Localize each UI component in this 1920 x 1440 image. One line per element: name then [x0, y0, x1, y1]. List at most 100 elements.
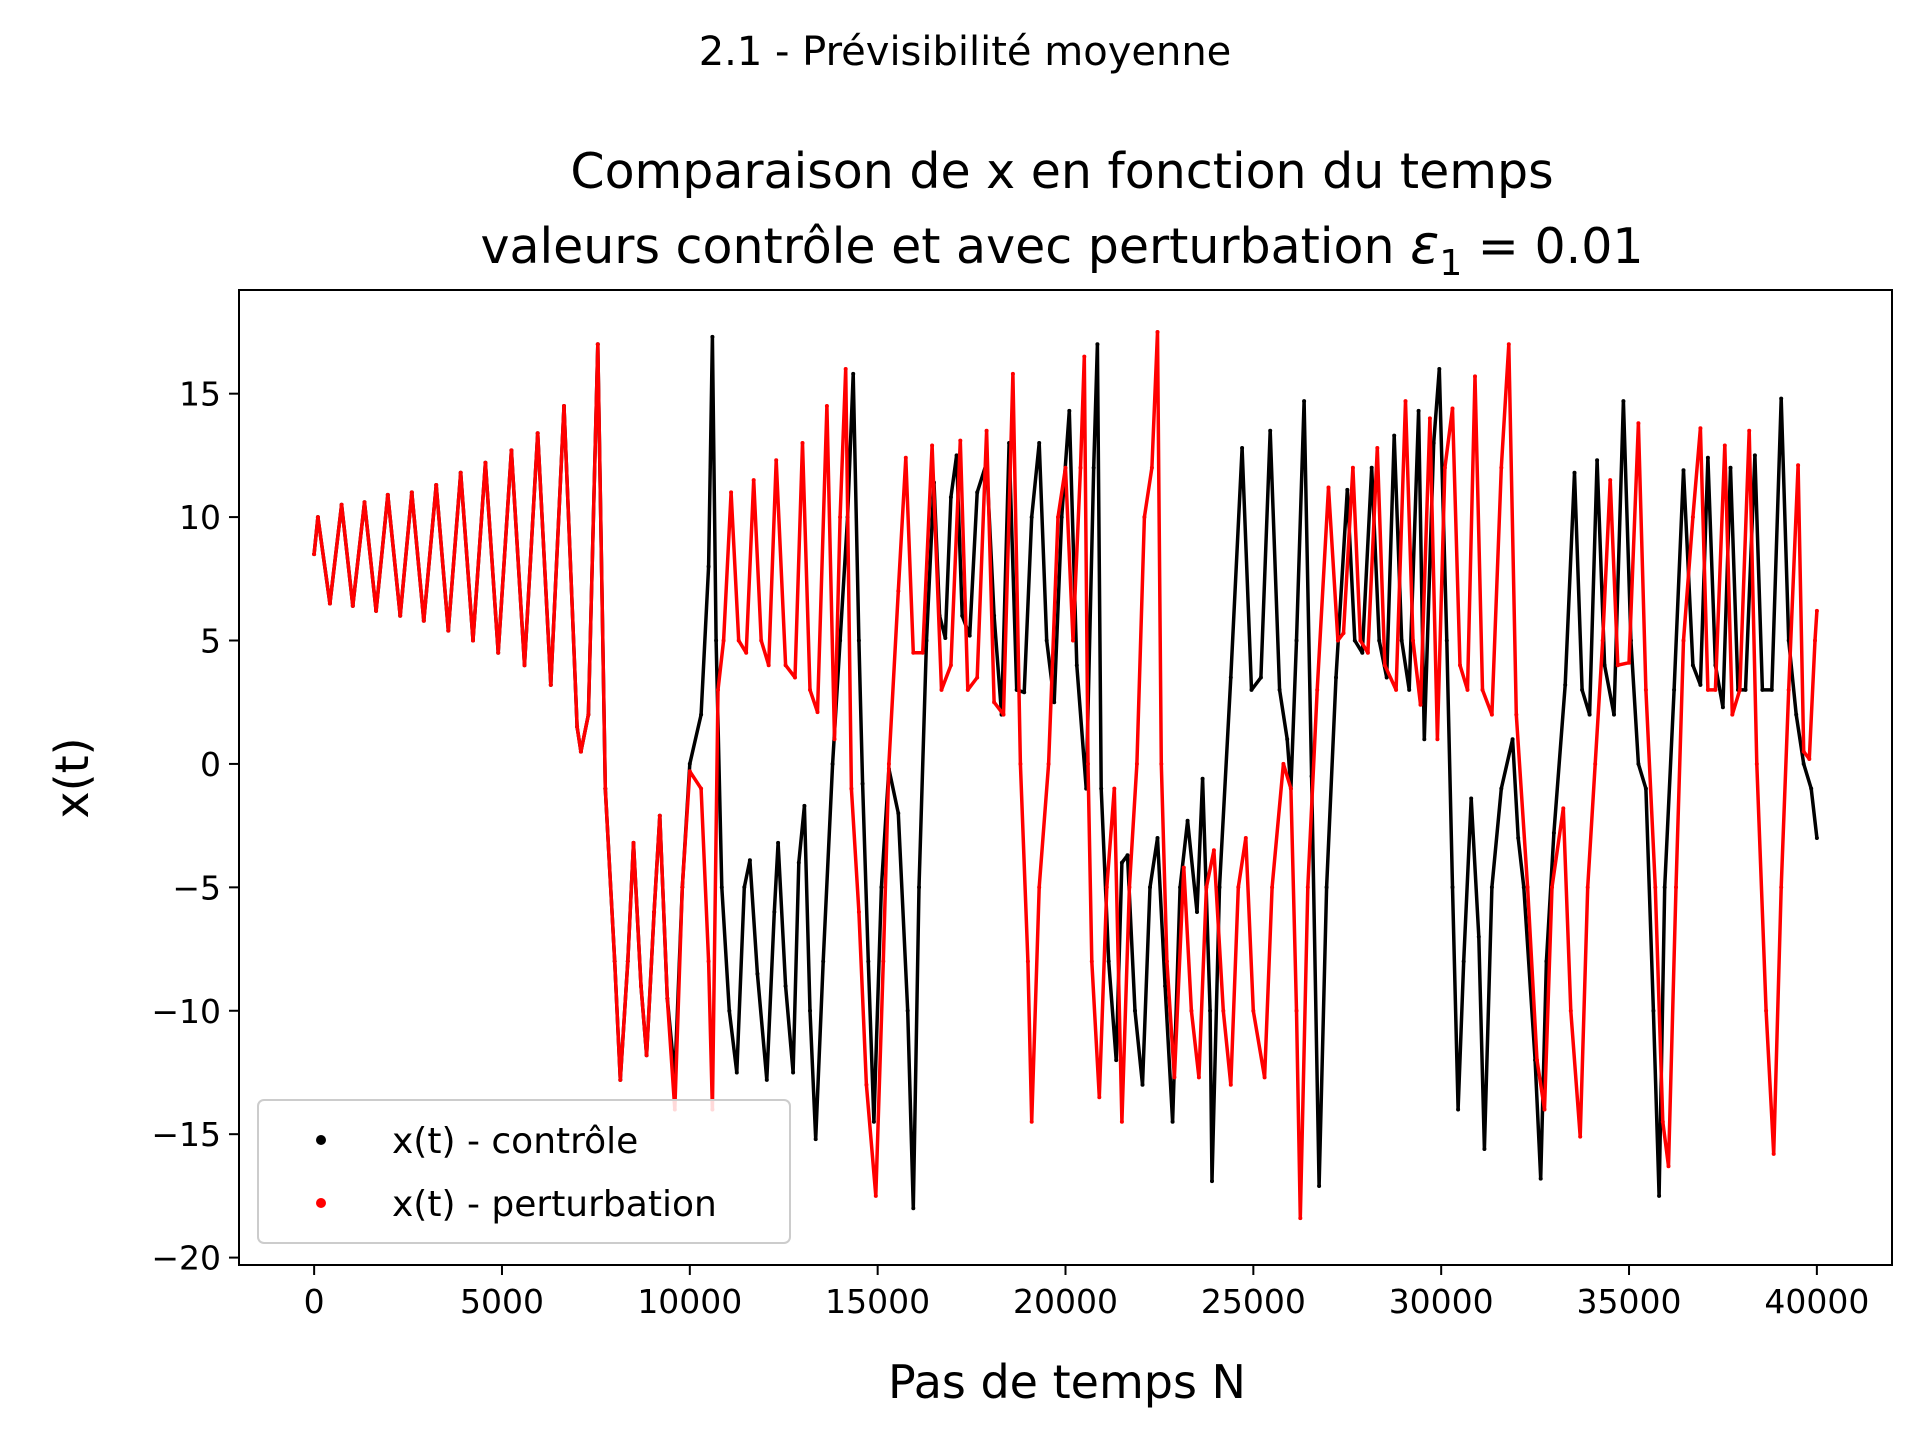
perturbation-point-32	[645, 1053, 649, 1057]
perturbation-point-68	[911, 651, 915, 655]
control-point-115	[1218, 885, 1222, 889]
legend: x(t) - contrôle x(t) - perturbation	[258, 1100, 790, 1243]
control-point-129	[1334, 676, 1338, 680]
perturbation-point-12	[446, 629, 450, 633]
perturbation-point-2	[328, 602, 332, 606]
perturbation-point-102	[1165, 959, 1169, 963]
perturbation-point-144	[1507, 342, 1511, 346]
perturbation-point-125	[1351, 466, 1355, 470]
control-point-58	[821, 959, 825, 963]
perturbation-point-177	[1779, 885, 1783, 889]
perturbation-point-166	[1691, 515, 1695, 519]
perturbation-point-181	[1807, 757, 1811, 761]
control-point-137	[1400, 639, 1404, 643]
control-point-48	[755, 972, 759, 976]
perturbation-point-117	[1289, 787, 1293, 791]
x-tick-label: 30000	[1389, 1282, 1494, 1321]
control-point-93	[1067, 409, 1071, 413]
perturbation-point-131	[1404, 399, 1408, 403]
legend-marker-control	[316, 1135, 326, 1145]
control-point-118	[1250, 688, 1254, 692]
perturbation-point-38	[688, 769, 692, 773]
perturbation-point-157	[1616, 663, 1620, 667]
control-point-169	[1644, 787, 1648, 791]
perturbation-point-122	[1327, 486, 1331, 490]
perturbation-point-30	[632, 841, 636, 845]
control-point-122	[1285, 737, 1289, 741]
perturbation-point-183	[1815, 609, 1819, 613]
perturbation-point-93	[1105, 885, 1109, 889]
control-point-56	[808, 1009, 812, 1013]
control-point-160	[1573, 471, 1577, 475]
control-point-64	[861, 782, 865, 786]
control-point-142	[1437, 367, 1441, 371]
perturbation-point-25	[596, 342, 600, 346]
x-tick-label: 15000	[825, 1282, 930, 1321]
perturbation-point-58	[838, 515, 842, 519]
control-point-90	[1045, 639, 1049, 643]
perturbation-point-23	[579, 750, 583, 754]
perturbation-point-159	[1636, 421, 1640, 425]
perturbation-point-62	[864, 1083, 868, 1087]
control-point-140	[1422, 737, 1426, 741]
control-point-104	[1141, 1083, 1145, 1087]
control-point-154	[1522, 885, 1526, 889]
perturbation-point-176	[1772, 1152, 1776, 1156]
perturbation-point-20	[549, 683, 553, 687]
control-point-42	[714, 639, 718, 643]
control-point-149	[1482, 1147, 1486, 1151]
control-point-72	[917, 885, 921, 889]
perturbation-point-55	[816, 710, 820, 714]
control-point-165	[1612, 713, 1616, 717]
perturbation-point-134	[1428, 416, 1432, 420]
perturbation-point-116	[1281, 762, 1285, 766]
control-point-133	[1370, 466, 1374, 470]
perturbation-point-99	[1150, 466, 1154, 470]
control-point-98	[1099, 787, 1103, 791]
x-axis-label: Pas de temps N	[888, 1355, 1246, 1409]
x-tick-label: 40000	[1764, 1282, 1869, 1321]
chart-title-line2: valeurs contrôle et avec perturbation ε1…	[480, 213, 1643, 284]
perturbation-point-6	[374, 609, 378, 613]
perturbation-point-75	[975, 676, 979, 680]
perturbation-point-43	[722, 639, 726, 643]
legend-label-control: x(t) - contrôle	[392, 1121, 638, 1162]
control-point-170	[1651, 1009, 1655, 1013]
x-tick-label: 5000	[460, 1282, 544, 1321]
control-point-40	[707, 565, 711, 569]
control-point-66	[872, 1120, 876, 1124]
perturbation-point-24	[586, 713, 590, 717]
control-point-39	[699, 713, 703, 717]
control-point-131	[1353, 639, 1357, 643]
perturbation-point-178	[1787, 688, 1791, 692]
perturbation-point-61	[857, 910, 861, 914]
control-point-134	[1377, 639, 1381, 643]
control-point-150	[1490, 885, 1494, 889]
control-point-52	[784, 984, 788, 988]
perturbation-point-74	[966, 688, 970, 692]
perturbation-point-91	[1090, 959, 1094, 963]
control-point-117	[1240, 446, 1244, 450]
perturbation-point-84	[1047, 762, 1051, 766]
perturbation-point-170	[1723, 444, 1727, 448]
perturbation-point-135	[1435, 737, 1439, 741]
perturbation-point-33	[652, 910, 656, 914]
y-tick-label: 0	[200, 745, 221, 784]
perturbation-point-19	[536, 431, 540, 435]
perturbation-point-59	[844, 367, 848, 371]
control-point-79	[960, 614, 964, 618]
perturbation-point-83	[1037, 885, 1041, 889]
control-point-147	[1469, 797, 1473, 801]
perturbation-point-151	[1569, 1009, 1573, 1013]
control-point-177	[1706, 456, 1710, 460]
perturbation-point-95	[1120, 1120, 1124, 1124]
perturbation-point-118	[1295, 1009, 1299, 1013]
control-point-96	[1092, 466, 1096, 470]
control-point-89	[1037, 441, 1041, 445]
perturbation-point-82	[1030, 1120, 1034, 1124]
perturbation-point-22	[575, 725, 579, 729]
perturbation-point-70	[930, 444, 934, 448]
perturbation-point-77	[992, 700, 996, 704]
control-point-161	[1580, 688, 1584, 692]
control-point-65	[866, 959, 870, 963]
